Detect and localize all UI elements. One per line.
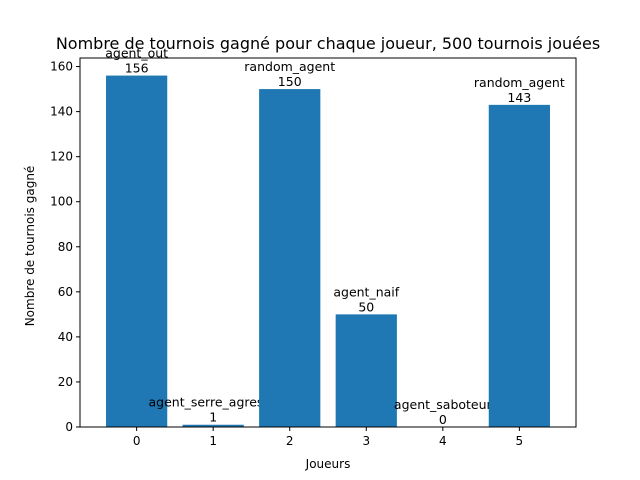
x-tick-label-3: 3 [362,434,370,448]
plot-frame [79,57,577,428]
x-tick-label-1: 1 [209,434,217,448]
y-tick-label-160: 160 [50,60,73,74]
y-tick-label-40: 40 [58,330,73,344]
bar-value-label-5: 143 [507,90,531,105]
bar-value-label-1: 1 [209,410,217,425]
bar-name-label-2: random_agent [244,59,335,74]
chart-title: Nombre de tournois gagné pour chaque jou… [56,34,600,53]
x-tick-label-0: 0 [133,434,141,448]
bar-value-label-3: 50 [358,299,374,314]
bar-name-label-1: agent_serre_agressif [149,395,279,410]
x-axis-label: Joueurs [305,457,351,471]
bar-name-label-0: agent_out [105,46,168,61]
bar-value-label-0: 156 [125,61,149,76]
y-tick-label-100: 100 [50,195,73,209]
bar-name-label-5: random_agent [474,75,565,90]
x-tick-label-4: 4 [439,434,447,448]
plot-area: 156agent_out1agent_serre_agressif150rand… [50,46,577,448]
bar-name-label-3: agent_naif [333,284,399,299]
bar-0 [106,75,168,428]
y-tick-label-0: 0 [65,420,73,434]
bar-5 [488,104,550,427]
x-tick-label-2: 2 [286,434,294,448]
y-tick-label-120: 120 [50,150,73,164]
bar-value-label-2: 150 [278,74,302,89]
y-tick-label-20: 20 [58,375,73,389]
y-axis-label: Nombre de tournois gagné [23,166,37,327]
bar-name-label-4: agent_saboteur [394,397,493,412]
bar-1 [182,424,244,427]
bar-value-label-4: 0 [439,412,447,427]
y-tick-label-60: 60 [58,285,73,299]
x-tick-label-5: 5 [516,434,524,448]
y-tick-label-80: 80 [58,240,73,254]
bar-3 [335,314,397,427]
bar-2 [259,89,321,427]
y-tick-label-140: 140 [50,105,73,119]
